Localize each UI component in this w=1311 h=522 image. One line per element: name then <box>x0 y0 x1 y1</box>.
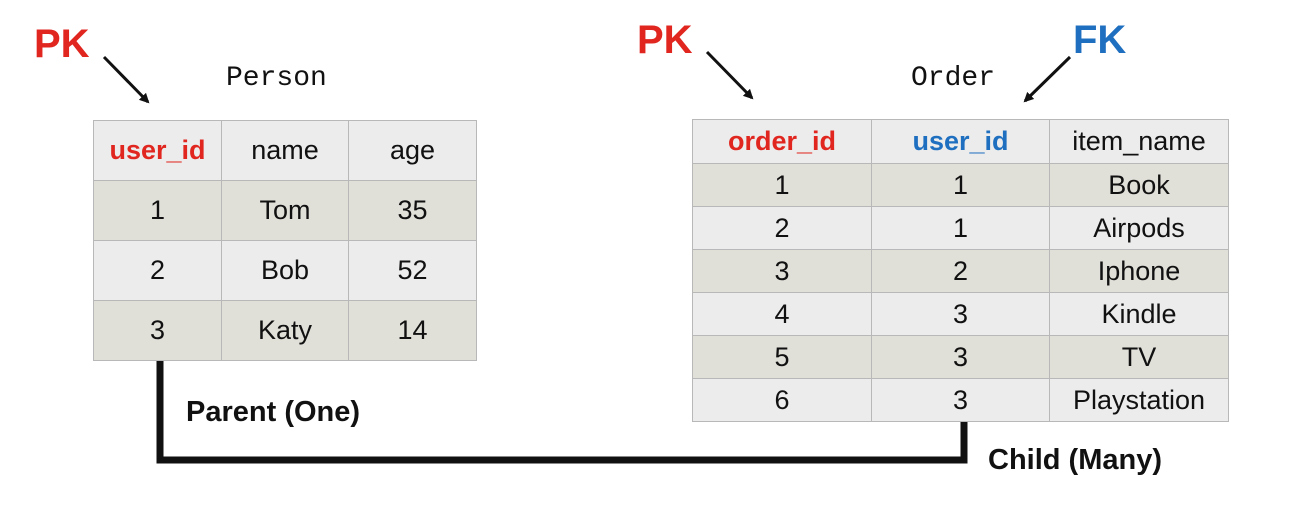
order-table: order_id user_id item_name 1 1 Book 2 1 … <box>692 119 1229 422</box>
person-table-title: Person <box>226 63 327 94</box>
parent-label: Parent (One) <box>186 396 361 428</box>
order-cell: 6 <box>692 378 872 422</box>
person-cell: 35 <box>348 180 477 241</box>
order-cell: 3 <box>871 292 1050 336</box>
order-cell: 1 <box>871 206 1050 250</box>
order-pk-arrow <box>705 50 754 100</box>
table-row: 2 Bob 52 <box>93 240 477 301</box>
table-row: 3 2 Iphone <box>692 249 1229 293</box>
order-cell: TV <box>1049 335 1229 379</box>
order-cell: 5 <box>692 335 872 379</box>
order-cell: 2 <box>871 249 1050 293</box>
person-col-user-id: user_id <box>93 120 222 181</box>
person-col-name: name <box>221 120 349 181</box>
order-fk-arrow <box>1023 55 1072 103</box>
person-pk-arrow <box>102 55 150 104</box>
table-row: 1 1 Book <box>692 163 1229 207</box>
table-row: 1 Tom 35 <box>93 180 477 241</box>
table-row: 6 3 Playstation <box>692 378 1229 422</box>
order-cell: Airpods <box>1049 206 1229 250</box>
order-col-order-id: order_id <box>692 119 872 164</box>
person-cell: 52 <box>348 240 477 301</box>
order-fk-label: FK <box>1073 18 1127 62</box>
order-cell: 1 <box>871 163 1050 207</box>
person-cell: Bob <box>221 240 349 301</box>
person-cell: Katy <box>221 300 349 361</box>
order-cell: Kindle <box>1049 292 1229 336</box>
person-cell: 1 <box>93 180 222 241</box>
order-cell: 2 <box>692 206 872 250</box>
person-header-row: user_id name age <box>93 120 477 181</box>
order-col-item-name: item_name <box>1049 119 1229 164</box>
person-cell: 14 <box>348 300 477 361</box>
order-cell: Playstation <box>1049 378 1229 422</box>
order-cell: 3 <box>871 335 1050 379</box>
person-cell: 2 <box>93 240 222 301</box>
table-row: 5 3 TV <box>692 335 1229 379</box>
order-cell: Iphone <box>1049 249 1229 293</box>
order-cell: 1 <box>692 163 872 207</box>
table-row: 2 1 Airpods <box>692 206 1229 250</box>
table-row: 3 Katy 14 <box>93 300 477 361</box>
order-table-title: Order <box>911 63 996 94</box>
order-cell: 3 <box>871 378 1050 422</box>
child-label: Child (Many) <box>988 444 1162 476</box>
order-pk-label: PK <box>637 18 693 62</box>
table-row: 4 3 Kindle <box>692 292 1229 336</box>
order-cell: 3 <box>692 249 872 293</box>
one-to-many-connector <box>156 360 968 464</box>
person-cell: Tom <box>221 180 349 241</box>
order-cell: 4 <box>692 292 872 336</box>
order-col-user-id: user_id <box>871 119 1050 164</box>
order-header-row: order_id user_id item_name <box>692 119 1229 164</box>
person-table: user_id name age 1 Tom 35 2 Bob 52 3 Kat… <box>93 120 477 361</box>
person-col-age: age <box>348 120 477 181</box>
person-cell: 3 <box>93 300 222 361</box>
person-pk-label: PK <box>34 22 90 66</box>
order-cell: Book <box>1049 163 1229 207</box>
